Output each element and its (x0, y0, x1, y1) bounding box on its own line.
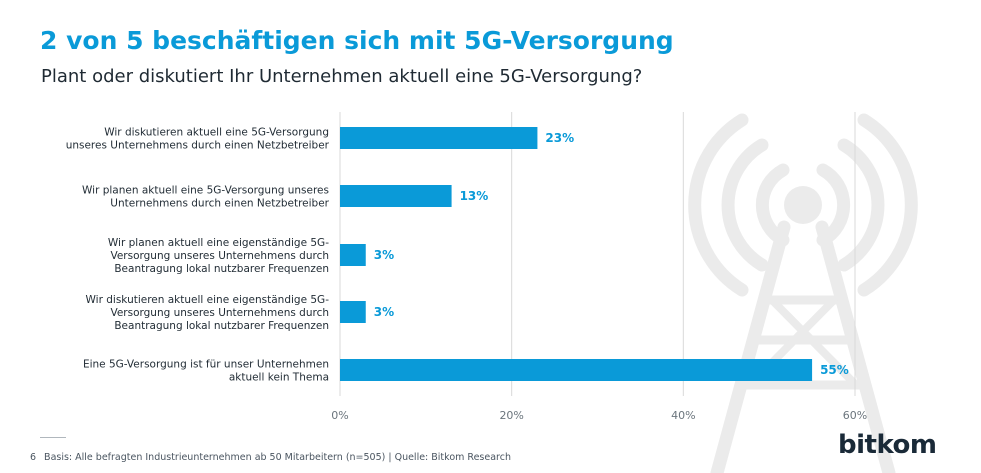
footer: 6 Basis: Alle befragten Industrieunterneh… (30, 452, 511, 463)
bar (340, 127, 538, 149)
category-label: Wir diskutieren aktuell eine eigenständi… (86, 294, 330, 332)
bar (340, 244, 366, 266)
data-label: 23% (545, 131, 574, 145)
bar (340, 359, 813, 381)
data-label: 3% (374, 305, 394, 319)
data-label: 55% (820, 363, 849, 377)
page-subtitle: Plant oder diskutiert Ihr Unternehmen ak… (41, 66, 643, 87)
bitkom-logo: bitkom (838, 430, 937, 460)
page-title: 2 von 5 beschäftigen sich mit 5G-Versorg… (40, 26, 674, 55)
x-tick-label: 60% (843, 409, 867, 422)
data-label: 13% (460, 189, 489, 203)
x-tick-label: 0% (331, 409, 348, 422)
category-label: Wir planen aktuell eine eigenständige 5G… (108, 237, 329, 275)
category-label: Wir planen aktuell eine 5G-Versorgung un… (82, 185, 330, 210)
footer-divider (40, 437, 66, 438)
bar (340, 185, 452, 207)
bar (340, 301, 366, 323)
data-label: 3% (374, 248, 394, 262)
page-number: 6 (30, 452, 37, 463)
x-tick-label: 40% (671, 409, 695, 422)
category-label: Eine 5G-Versorgung ist für unser Unterne… (83, 359, 329, 384)
category-label: Wir diskutieren aktuell eine 5G-Versorgu… (66, 127, 330, 152)
footer-note: Basis: Alle befragten Industrieunternehm… (44, 452, 511, 463)
x-tick-label: 20% (499, 409, 523, 422)
